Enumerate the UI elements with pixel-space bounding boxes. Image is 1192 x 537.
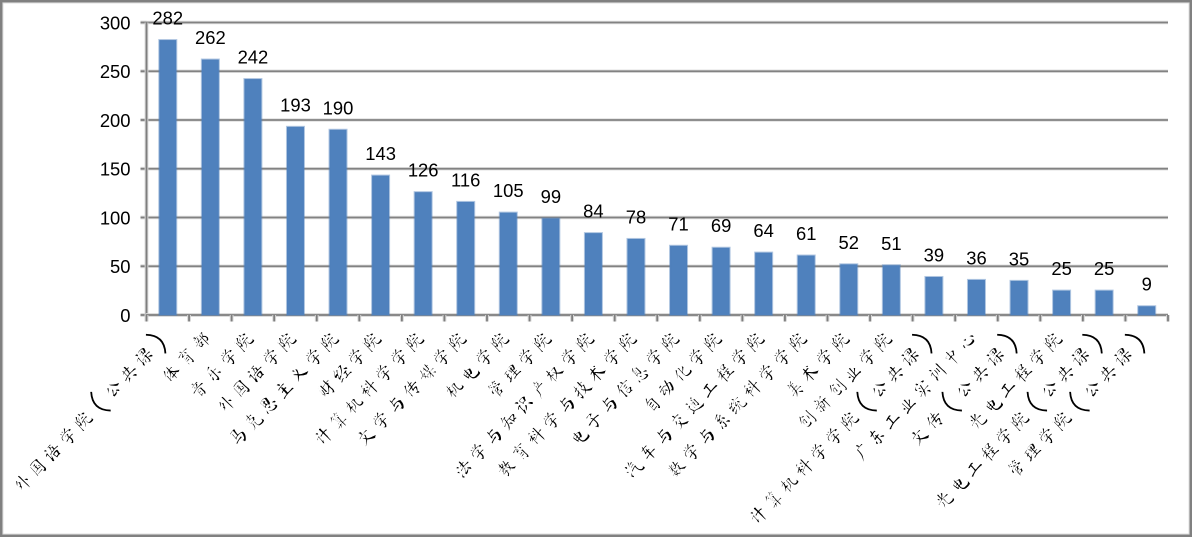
svg-text:105: 105 [493,180,524,201]
svg-text:250: 250 [100,61,131,82]
svg-text:64: 64 [753,220,773,241]
svg-text:50: 50 [110,256,130,277]
svg-text:25: 25 [1051,258,1071,279]
svg-text:39: 39 [924,244,944,265]
svg-text:150: 150 [100,159,131,180]
svg-text:78: 78 [626,206,646,227]
svg-text:9: 9 [1142,274,1152,295]
svg-text:200: 200 [100,110,131,131]
svg-text:35: 35 [1009,248,1029,269]
svg-text:25: 25 [1094,258,1114,279]
svg-text:36: 36 [966,247,986,268]
svg-text:52: 52 [839,232,859,253]
svg-text:190: 190 [323,97,354,118]
svg-text:61: 61 [796,223,816,244]
svg-text:51: 51 [881,233,901,254]
svg-text:116: 116 [451,169,480,190]
svg-text:99: 99 [541,186,561,207]
svg-text:84: 84 [583,201,603,222]
svg-text:300: 300 [100,12,131,33]
svg-text:262: 262 [195,27,226,48]
svg-text:242: 242 [238,47,269,68]
svg-text:282: 282 [152,8,183,29]
svg-text:143: 143 [365,143,396,164]
svg-text:0: 0 [120,305,130,326]
svg-text:71: 71 [668,213,688,234]
svg-text:100: 100 [100,207,131,228]
svg-text:126: 126 [408,160,439,181]
svg-text:69: 69 [711,215,731,236]
svg-text:193: 193 [280,94,311,115]
